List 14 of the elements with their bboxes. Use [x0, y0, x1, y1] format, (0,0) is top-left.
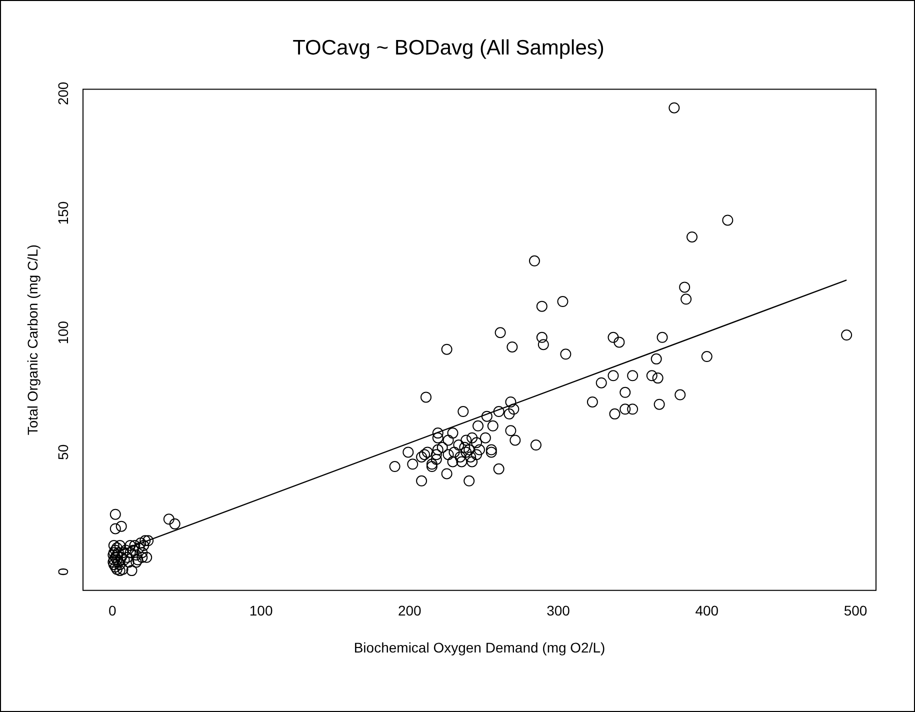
x-tick-label: 200 — [398, 602, 422, 619]
y-tick-label: 150 — [54, 201, 71, 225]
x-tick-label: 400 — [695, 602, 719, 619]
chart-title: TOCavg ~ BODavg (All Samples) — [292, 36, 604, 60]
x-axis-title: Biochemical Oxygen Demand (mg O2/L) — [354, 639, 606, 656]
y-tick-label: 100 — [54, 320, 71, 344]
y-tick-label: 50 — [54, 444, 71, 460]
x-tick-label: 500 — [844, 602, 868, 619]
y-tick-label: 200 — [54, 82, 71, 106]
x-tick-label: 300 — [546, 602, 570, 619]
y-axis-title: Total Organic Carbon (mg C/L) — [24, 244, 40, 436]
y-tick-label: 0 — [54, 568, 71, 576]
x-tick-label: 100 — [249, 602, 273, 619]
x-tick-label: 0 — [108, 602, 117, 619]
